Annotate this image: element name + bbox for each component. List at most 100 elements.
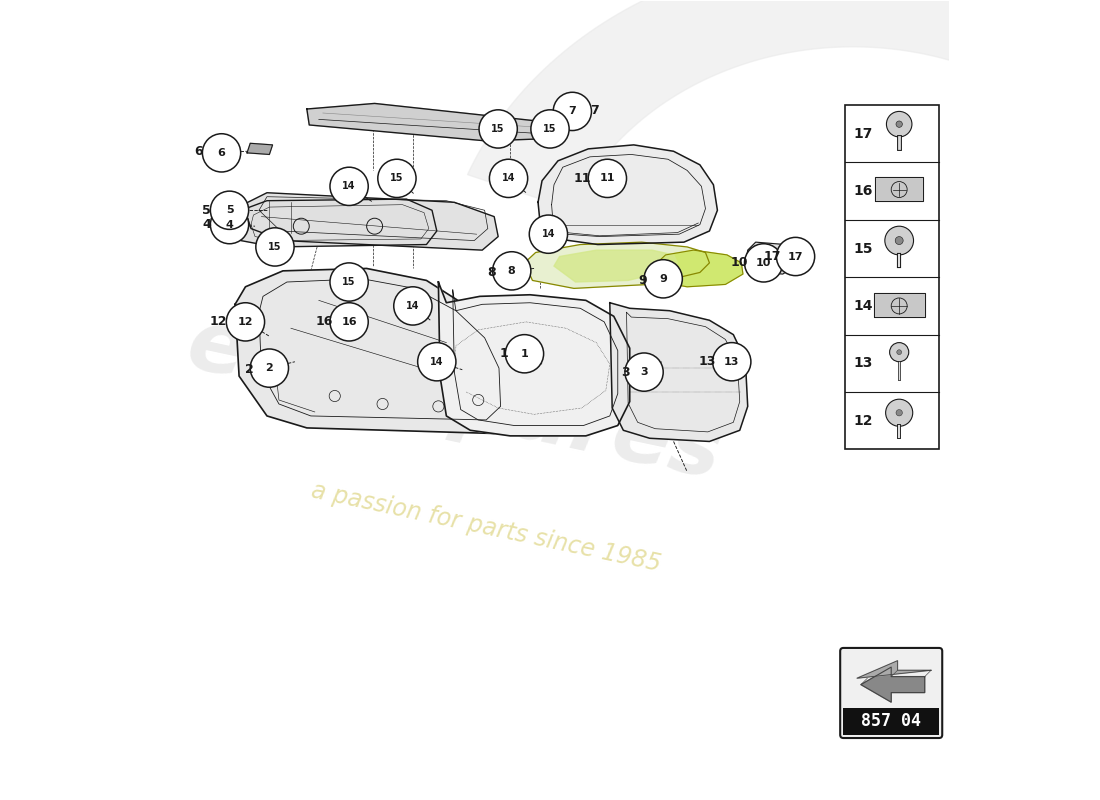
Polygon shape — [235, 269, 514, 434]
Circle shape — [887, 111, 912, 137]
Polygon shape — [857, 661, 931, 678]
Circle shape — [884, 226, 913, 255]
Polygon shape — [243, 193, 498, 250]
Circle shape — [895, 237, 903, 245]
Circle shape — [250, 349, 288, 387]
Text: 13: 13 — [852, 356, 872, 370]
Text: 9: 9 — [659, 274, 667, 284]
Text: 14: 14 — [852, 299, 872, 313]
Text: 11: 11 — [600, 174, 615, 183]
Text: 12: 12 — [210, 315, 227, 328]
Text: 13: 13 — [698, 355, 716, 368]
Circle shape — [531, 110, 569, 148]
Circle shape — [896, 410, 902, 416]
FancyBboxPatch shape — [844, 708, 939, 735]
Polygon shape — [861, 667, 925, 702]
Circle shape — [745, 244, 783, 282]
Text: 10: 10 — [756, 258, 771, 268]
Polygon shape — [538, 145, 717, 245]
Circle shape — [896, 121, 902, 127]
Text: 4: 4 — [226, 220, 233, 230]
Text: 17: 17 — [763, 250, 781, 263]
Circle shape — [227, 302, 265, 341]
Text: 2: 2 — [244, 363, 253, 376]
Text: 5: 5 — [202, 204, 211, 217]
Circle shape — [505, 334, 543, 373]
Circle shape — [202, 134, 241, 172]
Circle shape — [210, 206, 249, 244]
Circle shape — [330, 167, 369, 206]
Polygon shape — [653, 250, 742, 286]
Polygon shape — [468, 0, 1100, 266]
Circle shape — [394, 286, 432, 325]
Text: 15: 15 — [492, 124, 505, 134]
Text: 15: 15 — [390, 174, 404, 183]
Text: 16: 16 — [316, 315, 333, 328]
Circle shape — [890, 342, 909, 362]
Text: 9: 9 — [639, 274, 647, 287]
Text: 17: 17 — [852, 126, 872, 141]
Text: 12: 12 — [852, 414, 872, 428]
Circle shape — [490, 159, 528, 198]
Polygon shape — [525, 242, 710, 288]
Text: 17: 17 — [788, 251, 803, 262]
Text: eurospares: eurospares — [179, 303, 729, 497]
Polygon shape — [746, 242, 795, 274]
Text: 13: 13 — [724, 357, 739, 366]
Circle shape — [377, 159, 416, 198]
Polygon shape — [609, 302, 748, 442]
Text: 1: 1 — [499, 347, 508, 360]
Text: 16: 16 — [852, 184, 872, 198]
Text: 15: 15 — [543, 124, 557, 134]
Circle shape — [478, 110, 517, 148]
Text: 2: 2 — [265, 363, 273, 373]
Text: 7: 7 — [590, 104, 598, 117]
Circle shape — [645, 260, 682, 298]
Text: 14: 14 — [406, 301, 419, 311]
Text: 11: 11 — [574, 172, 592, 185]
Text: 14: 14 — [342, 182, 356, 191]
Text: 16: 16 — [341, 317, 356, 327]
Text: 8: 8 — [487, 266, 496, 279]
Text: 4: 4 — [202, 218, 211, 231]
Text: 12: 12 — [238, 317, 253, 327]
Circle shape — [256, 228, 294, 266]
Circle shape — [886, 399, 913, 426]
Circle shape — [418, 342, 455, 381]
Polygon shape — [248, 143, 273, 154]
Polygon shape — [307, 103, 551, 141]
Text: 15: 15 — [268, 242, 282, 252]
Polygon shape — [876, 177, 923, 201]
Text: 14: 14 — [430, 357, 443, 366]
Text: 857 04: 857 04 — [861, 713, 921, 730]
Text: 7: 7 — [569, 106, 576, 117]
Text: 1: 1 — [520, 349, 528, 358]
Text: 10: 10 — [730, 256, 748, 270]
Text: 6: 6 — [218, 148, 226, 158]
Text: 14: 14 — [541, 229, 556, 239]
Circle shape — [330, 263, 369, 301]
Circle shape — [330, 302, 369, 341]
Text: 3: 3 — [621, 366, 629, 379]
Circle shape — [713, 342, 751, 381]
Circle shape — [529, 215, 568, 254]
Circle shape — [210, 191, 249, 230]
Polygon shape — [554, 250, 678, 282]
Text: 15: 15 — [852, 242, 872, 255]
Text: 15: 15 — [342, 277, 356, 287]
Polygon shape — [235, 199, 437, 247]
Text: 3: 3 — [640, 367, 648, 377]
Circle shape — [625, 353, 663, 391]
Text: 14: 14 — [502, 174, 515, 183]
Polygon shape — [873, 293, 925, 317]
Circle shape — [588, 159, 627, 198]
Polygon shape — [439, 282, 629, 436]
Circle shape — [493, 252, 531, 290]
Circle shape — [896, 350, 902, 354]
FancyBboxPatch shape — [845, 105, 939, 450]
Circle shape — [553, 92, 592, 130]
Circle shape — [777, 238, 815, 276]
FancyBboxPatch shape — [840, 648, 943, 738]
Text: 5: 5 — [226, 206, 233, 215]
Text: a passion for parts since 1985: a passion for parts since 1985 — [309, 478, 663, 576]
